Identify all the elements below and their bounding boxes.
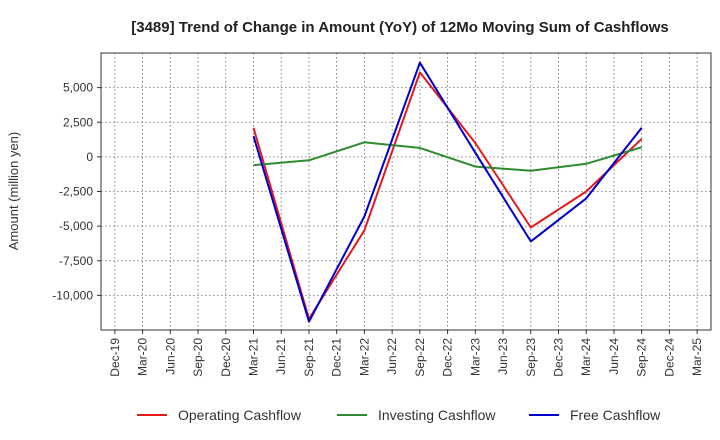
y-tick-label: -10,000 <box>52 288 93 302</box>
x-tick-label: Dec-24 <box>662 338 676 377</box>
x-tick-label: Mar-24 <box>579 338 593 376</box>
x-tick-label: Sep-24 <box>635 338 649 377</box>
x-tick-label: Mar-23 <box>468 338 482 376</box>
y-tick-label: 2,500 <box>63 115 93 129</box>
x-tick-label: Dec-19 <box>108 338 122 377</box>
y-tick-label: 5,000 <box>63 81 93 95</box>
y-tick-label: -2,500 <box>59 185 93 199</box>
x-tick-label: Mar-20 <box>136 338 150 376</box>
investing-cashflow-line <box>253 141 642 172</box>
x-tick-label: Mar-25 <box>690 338 704 376</box>
grid <box>101 53 711 330</box>
x-tick-label: Dec-23 <box>552 338 566 377</box>
x-tick-label: Sep-20 <box>191 338 205 377</box>
chart-title: [3489] Trend of Change in Amount (YoY) o… <box>131 19 669 36</box>
x-tick-label: Jun-24 <box>607 338 621 375</box>
y-axis-label: Amount (million yen) <box>6 132 21 251</box>
legend-label-free-cashflow: Free Cashflow <box>570 407 661 423</box>
x-tick-label: Dec-20 <box>219 338 233 377</box>
x-tick-label: Sep-23 <box>524 338 538 377</box>
x-tick-label: Jun-22 <box>385 338 399 375</box>
y-tick-label: 0 <box>86 150 93 164</box>
free-cashflow-line <box>252 61 643 323</box>
x-tick-label: Sep-21 <box>302 338 316 377</box>
x-tick-label: Jun-20 <box>163 338 177 375</box>
x-tick-label: Dec-22 <box>441 338 455 377</box>
x-tick-label: Mar-22 <box>357 338 371 376</box>
y-tick-label: -5,000 <box>59 219 93 233</box>
x-tick-label: Jun-23 <box>496 338 510 375</box>
legend: Operating Cashflow Investing Cashflow Free… <box>137 407 661 423</box>
x-tick-label: Jun-21 <box>274 338 288 375</box>
x-tick-label: Mar-21 <box>247 338 261 376</box>
legend-label-operating-cashflow: Operating Cashflow <box>178 407 302 423</box>
y-axis: 5,000 2,500 0 -2,500 -5,000 -7,500 -10,000 <box>52 81 101 302</box>
x-tick-label: Dec-21 <box>330 338 344 377</box>
series-group <box>252 61 643 323</box>
y-tick-label: -7,500 <box>59 254 93 268</box>
x-axis: Dec-19 Mar-20 Jun-20 Sep-20 Dec-20 Mar-21 Jun-… <box>108 330 704 377</box>
legend-label-investing-cashflow: Investing Cashflow <box>378 407 496 423</box>
x-tick-label: Sep-22 <box>413 338 427 377</box>
